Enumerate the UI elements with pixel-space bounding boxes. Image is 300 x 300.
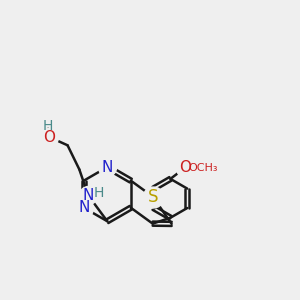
Text: OCH₃: OCH₃ [189,163,218,173]
Text: N: N [78,200,89,215]
Text: H: H [43,119,53,133]
Text: O: O [179,160,191,175]
Text: N: N [102,160,113,175]
Text: N: N [82,188,94,203]
Text: H: H [94,186,104,200]
Text: S: S [147,188,158,206]
Text: O: O [43,130,55,145]
